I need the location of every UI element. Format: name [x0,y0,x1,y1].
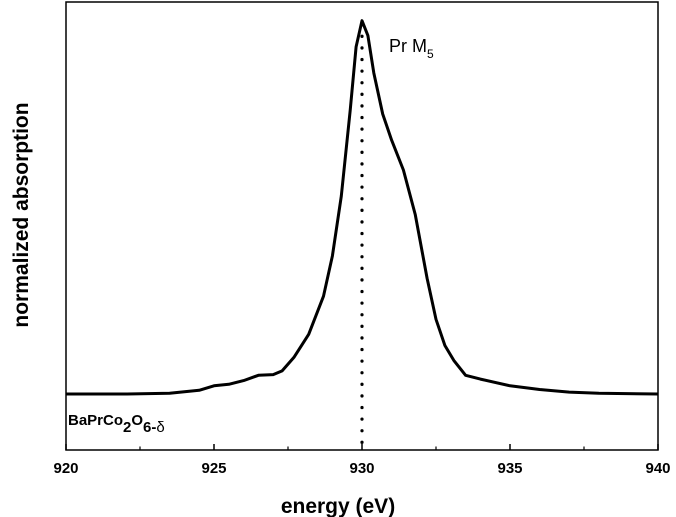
sample-oxygen: O [131,412,143,429]
x-axis-ticks: 920 925 930 935 940 [53,444,671,477]
x-tick-label-940: 940 [645,460,670,477]
sample-base: BaPrCo [68,412,123,429]
x-tick-label-930: 930 [349,460,374,477]
sample-sub-2: 2 [123,419,131,436]
spectrum-line-0 [66,19,659,396]
x-tick-label-920: 920 [53,460,78,477]
x-axis-title: energy (eV) [281,495,395,517]
sample-label: BaPrCo2O6-δ [68,412,165,436]
edge-annotation-element: Pr M [389,36,427,56]
x-tick-label-935: 935 [497,460,522,477]
plot-area [65,1,659,452]
edge-annotation-subscript: 5 [427,47,434,61]
edge-annotation: Pr M5 [389,36,434,61]
sample-sub-6: 6- [143,419,156,436]
x-tick-label-925: 925 [201,460,226,477]
sample-delta: δ [156,419,164,436]
y-axis-title: normalized absorption [10,102,33,327]
